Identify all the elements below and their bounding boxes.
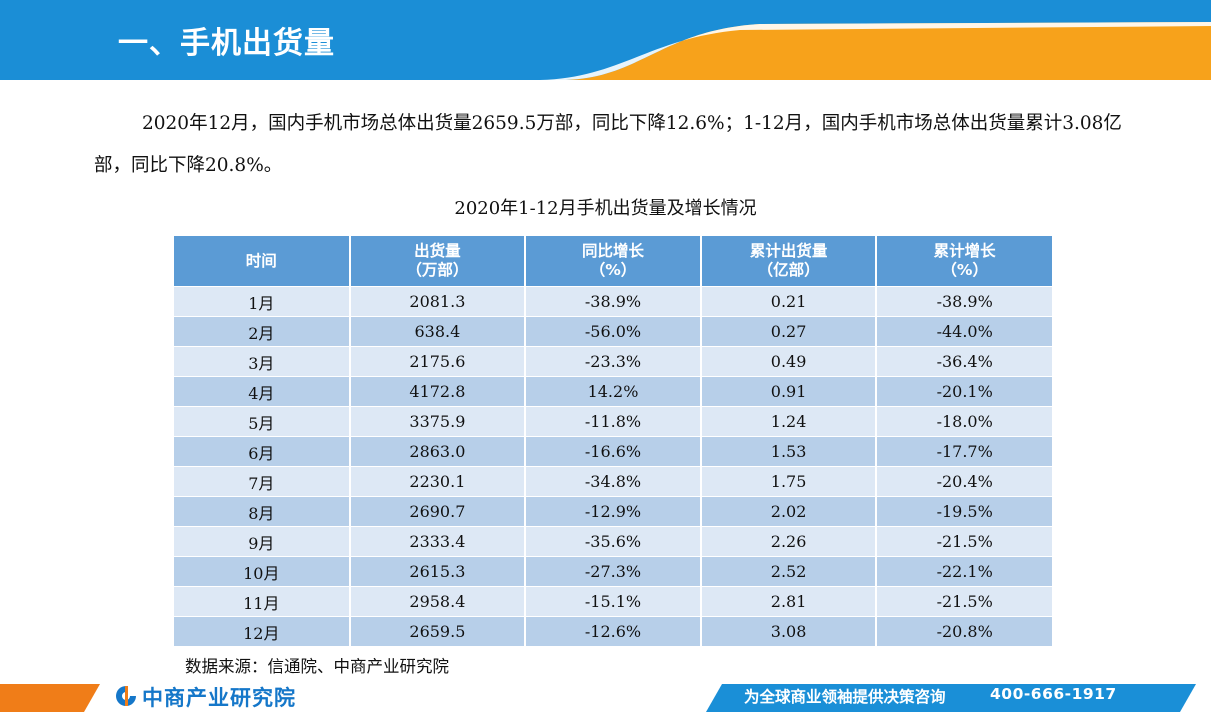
cell-shipments: 2175.6 xyxy=(349,346,527,377)
table-row: 2月 638.4 -56.0% 0.27 -44.0% xyxy=(174,316,1052,347)
cell-month: 5月 xyxy=(174,406,351,437)
logo-text: 中商产业研究院 xyxy=(142,686,296,710)
cell-cumulative-shipments: 2.52 xyxy=(700,556,878,587)
table-row: 5月 3375.9 -11.8% 1.24 -18.0% xyxy=(174,406,1052,437)
logo-icon xyxy=(116,686,136,706)
cell-cumulative-shipments: 2.02 xyxy=(700,496,878,527)
cell-cumulative-shipments: 1.75 xyxy=(700,466,878,497)
cell-yoy-growth: -11.8% xyxy=(525,406,702,437)
table-row: 7月 2230.1 -34.8% 1.75 -20.4% xyxy=(174,466,1052,497)
table-title: 2020年1-12月手机出货量及增长情况 xyxy=(454,198,757,219)
cell-month: 11月 xyxy=(174,586,351,617)
cell-cumulative-shipments: 0.91 xyxy=(700,376,878,407)
cell-yoy-growth: -12.9% xyxy=(525,496,702,527)
cell-shipments: 2690.7 xyxy=(349,496,527,527)
cell-cumulative-shipments: 3.08 xyxy=(700,616,878,646)
cell-shipments: 2081.3 xyxy=(349,286,527,317)
cell-cumulative-growth: -22.1% xyxy=(876,556,1052,587)
cell-yoy-growth: -56.0% xyxy=(525,316,702,347)
cell-cumulative-shipments: 0.27 xyxy=(700,316,878,347)
summary-paragraph: 2020年12月，国内手机市场总体出货量2659.5万部，同比下降12.6%；1… xyxy=(94,113,1122,176)
cell-month: 9月 xyxy=(174,526,351,557)
table-row: 3月 2175.6 -23.3% 0.49 -36.4% xyxy=(174,346,1052,377)
cell-shipments: 2659.5 xyxy=(349,616,527,646)
cell-cumulative-growth: -21.5% xyxy=(876,586,1052,617)
cell-yoy-growth: 14.2% xyxy=(525,376,702,407)
cell-month: 4月 xyxy=(174,376,351,407)
cell-yoy-growth: -38.9% xyxy=(525,286,702,317)
cell-cumulative-growth: -21.5% xyxy=(876,526,1052,557)
footer-phone: 400-666-1917 xyxy=(990,685,1117,703)
header-cumulative-shipments: 累计出货量 （亿部） xyxy=(700,236,878,287)
cell-shipments: 2863.0 xyxy=(349,436,527,467)
cell-cumulative-growth: -38.9% xyxy=(876,286,1052,317)
table-row: 12月 2659.5 -12.6% 3.08 -20.8% xyxy=(174,616,1052,646)
cell-cumulative-shipments: 2.26 xyxy=(700,526,878,557)
footer-banner xyxy=(0,680,1211,712)
header-yoy-growth: 同比增长 （%） xyxy=(525,236,702,287)
cell-month: 10月 xyxy=(174,556,351,587)
cell-shipments: 3375.9 xyxy=(349,406,527,437)
page-title: 一、手机出货量 xyxy=(118,26,335,61)
table-body: 1月 2081.3 -38.9% 0.21 -38.9% 2月 638.4 -56.0% 0.2… xyxy=(174,286,1052,646)
cell-yoy-growth: -27.3% xyxy=(525,556,702,587)
table-row: 6月 2863.0 -16.6% 1.53 -17.7% xyxy=(174,436,1052,467)
cell-yoy-growth: -35.6% xyxy=(525,526,702,557)
table-row: 11月 2958.4 -15.1% 2.81 -21.5% xyxy=(174,586,1052,617)
table-row: 1月 2081.3 -38.9% 0.21 -38.9% xyxy=(174,286,1052,317)
table-row: 8月 2690.7 -12.9% 2.02 -19.5% xyxy=(174,496,1052,527)
cell-shipments: 4172.8 xyxy=(349,376,527,407)
cell-month: 12月 xyxy=(174,616,351,646)
header-background xyxy=(0,0,1211,80)
cell-month: 2月 xyxy=(174,316,351,347)
cell-cumulative-shipments: 2.81 xyxy=(700,586,878,617)
cell-shipments: 638.4 xyxy=(349,316,527,347)
table-header-row: 时间 出货量 （万部） 同比增长 （%） 累计出货量 （亿部） 累计增长 （%） xyxy=(174,236,1052,287)
table-row: 10月 2615.3 -27.3% 2.52 -22.1% xyxy=(174,556,1052,587)
shipment-table: 时间 出货量 （万部） 同比增长 （%） 累计出货量 （亿部） 累计增长 （%）… xyxy=(174,236,1052,646)
cell-cumulative-shipments: 0.21 xyxy=(700,286,878,317)
header-cumulative-growth: 累计增长 （%） xyxy=(876,236,1052,287)
cell-yoy-growth: -34.8% xyxy=(525,466,702,497)
cell-cumulative-shipments: 0.49 xyxy=(700,346,878,377)
table-row: 9月 2333.4 -35.6% 2.26 -21.5% xyxy=(174,526,1052,557)
cell-yoy-growth: -15.1% xyxy=(525,586,702,617)
cell-month: 7月 xyxy=(174,466,351,497)
cell-shipments: 2230.1 xyxy=(349,466,527,497)
cell-yoy-growth: -12.6% xyxy=(525,616,702,646)
cell-cumulative-growth: -20.8% xyxy=(876,616,1052,646)
footer-background xyxy=(0,684,1196,712)
header-shipments: 出货量 （万部） xyxy=(349,236,527,287)
cell-cumulative-growth: -19.5% xyxy=(876,496,1052,527)
data-source: 数据来源：信通院、中商产业研究院 xyxy=(185,657,449,676)
cell-cumulative-growth: -20.1% xyxy=(876,376,1052,407)
cell-cumulative-growth: -17.7% xyxy=(876,436,1052,467)
cell-shipments: 2333.4 xyxy=(349,526,527,557)
cell-month: 3月 xyxy=(174,346,351,377)
header-banner: 一、手机出货量 xyxy=(0,0,1211,80)
cell-cumulative-growth: -18.0% xyxy=(876,406,1052,437)
cell-cumulative-shipments: 1.24 xyxy=(700,406,878,437)
cell-yoy-growth: -23.3% xyxy=(525,346,702,377)
table-row: 4月 4172.8 14.2% 0.91 -20.1% xyxy=(174,376,1052,407)
footer-slogan: 为全球商业领袖提供决策咨询 xyxy=(744,688,946,706)
cell-month: 6月 xyxy=(174,436,351,467)
cell-month: 8月 xyxy=(174,496,351,527)
cell-month: 1月 xyxy=(174,286,351,317)
cell-cumulative-growth: -20.4% xyxy=(876,466,1052,497)
cell-cumulative-growth: -36.4% xyxy=(876,346,1052,377)
cell-shipments: 2958.4 xyxy=(349,586,527,617)
cell-cumulative-growth: -44.0% xyxy=(876,316,1052,347)
header-time: 时间 xyxy=(174,236,351,287)
cell-cumulative-shipments: 1.53 xyxy=(700,436,878,467)
cell-yoy-growth: -16.6% xyxy=(525,436,702,467)
cell-shipments: 2615.3 xyxy=(349,556,527,587)
